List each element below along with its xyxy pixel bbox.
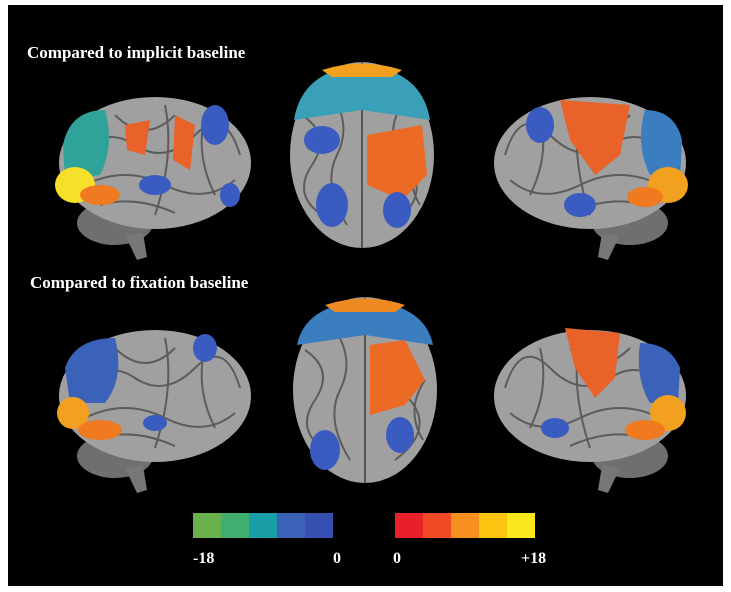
page: Compared to implicit baseline Compared t… bbox=[0, 0, 731, 592]
colorbar-label: 0 bbox=[393, 550, 401, 567]
row-title: Compared to implicit baseline bbox=[27, 43, 246, 62]
colorbar-label: +18 bbox=[521, 550, 546, 567]
colorbar-negative bbox=[193, 513, 333, 538]
brain-dorsal bbox=[290, 62, 434, 248]
colorbar-label: 0 bbox=[333, 550, 341, 567]
colorbar-label: -18 bbox=[193, 550, 214, 567]
brain-dorsal bbox=[293, 297, 437, 483]
colorbar-positive bbox=[395, 513, 535, 538]
row-title: Compared to fixation baseline bbox=[30, 273, 249, 292]
figure: Compared to implicit baseline Compared t… bbox=[0, 0, 731, 592]
